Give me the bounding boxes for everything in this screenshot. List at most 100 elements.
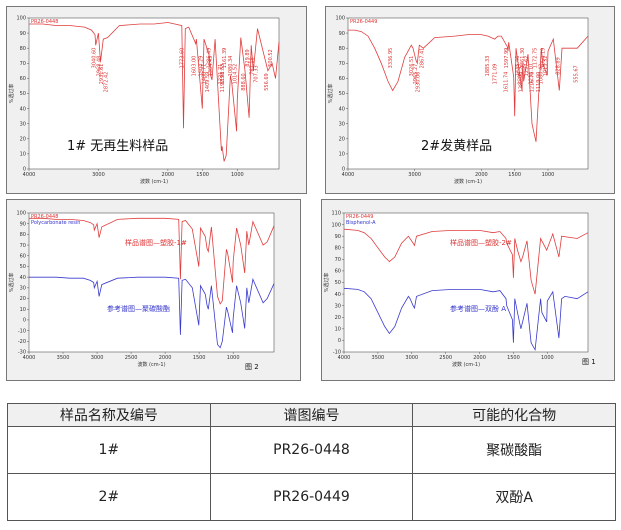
file-id: PR26-0448 — [31, 19, 58, 25]
y-tick-label: 80 — [20, 46, 26, 52]
y-tick-label: 60 — [20, 253, 26, 259]
y-tick-label: 80 — [20, 232, 26, 238]
x-tick-label: 1000 — [227, 355, 240, 361]
spectrum-series-line-1 — [29, 217, 275, 305]
x-tick-label: 2000 — [475, 172, 488, 178]
peak-label: 1161.39 — [222, 48, 228, 69]
peak-label: 2872.42 — [103, 72, 109, 93]
y-tick-label: 90 — [20, 31, 26, 37]
series-name-label: 样品谱图—塑胶-1# — [125, 238, 187, 247]
y-axis-label: %透过率 — [8, 84, 15, 104]
y-tick-label: 10 — [335, 327, 341, 333]
x-tick-label: 3000 — [91, 355, 104, 361]
file-id: PR26-0449 — [350, 19, 377, 25]
file-id: PR26-0448 — [31, 214, 58, 220]
y-tick-label: 50 — [339, 91, 345, 97]
x-axis-label: 波数 (cm-1) — [137, 361, 165, 368]
peak-label: 1597.99 — [504, 48, 510, 69]
x-axis-label: 波数 (cm-1) — [454, 178, 482, 185]
y-tick-label: 70 — [20, 61, 26, 67]
spectrum-series-line-1 — [29, 22, 280, 162]
reference-id: Bisphenol-A — [346, 220, 376, 226]
peak-label: 1235.10 — [528, 64, 534, 85]
y-tick-label: 50 — [20, 91, 26, 97]
plot-area — [28, 212, 275, 353]
x-tick-label: 4000 — [342, 172, 355, 178]
peak-label: 767.18 — [250, 57, 256, 75]
x-tick-label: 4000 — [23, 355, 36, 361]
peak-label: 1361.30 — [520, 48, 526, 69]
x-tick-label: 2000 — [159, 355, 172, 361]
peak-label: 1364.45 — [208, 56, 214, 77]
cell-spectrum-id: PR26-0449 — [209, 473, 414, 521]
y-tick-label: 30 — [20, 121, 26, 127]
peak-label: 2965.27 — [413, 64, 419, 85]
figure-label: 图 1 — [582, 358, 596, 366]
peak-label: 1297.62 — [524, 56, 530, 77]
x-tick-label: 1500 — [196, 172, 209, 178]
y-tick-label: 20 — [20, 296, 26, 302]
x-tick-label: 2000 — [473, 355, 486, 361]
peak-label: 829.89 — [245, 49, 251, 67]
x-tick-label: 3500 — [372, 355, 385, 361]
y-tick-label: 10 — [339, 152, 345, 158]
y-tick-label: 90 — [20, 221, 26, 227]
y-tick-label: 20 — [339, 137, 345, 143]
cell-compound: 聚碳酸酯 — [412, 426, 616, 474]
x-tick-label: 2500 — [439, 355, 452, 361]
y-tick-label: -20 — [18, 339, 26, 345]
peak-label: 888.60 — [241, 73, 247, 91]
spectrum-panel-1: PR26-0448 100 90 80 70 60 50 40 30 20 10 0 4000 3000 2… — [6, 6, 307, 194]
peak-label: 1435.46 — [515, 56, 521, 77]
spectrum-panel-4: PR26-0449 Bisphenol-A 110 100 90 80 70 60 50 40 30… — [321, 199, 615, 381]
y-tick-label: 0 — [23, 318, 26, 324]
y-tick-label: -10 — [18, 328, 26, 334]
series-name-label: 参考谱图—双酚 A — [450, 304, 506, 313]
spectrum-series-line-1 — [348, 29, 589, 142]
y-tick-label: 40 — [20, 275, 26, 281]
peak-label: 1382.00 — [519, 72, 525, 93]
y-tick-label: 0 — [23, 167, 26, 173]
spectrum-panel-2: PR26-0449 100 90 80 70 60 50 40 30 20 10 0 4000 3000 2… — [325, 6, 615, 194]
y-tick-label: 10 — [20, 307, 26, 313]
series-name-label: 样品谱图—塑胶-2# — [450, 238, 512, 247]
x-tick-label: 1000 — [542, 172, 555, 178]
plot-area — [347, 17, 589, 170]
peak-label: 1398.92 — [517, 64, 523, 85]
peak-label: 1611.74 — [503, 72, 509, 93]
peak-label: 1386.49 — [207, 48, 213, 69]
x-tick-label: 2000 — [162, 172, 175, 178]
peak-label: 1504.29 — [198, 56, 204, 77]
x-tick-label: 3500 — [57, 355, 70, 361]
x-axis-label: 波数 (cm-1) — [140, 178, 168, 185]
y-tick-label: 40 — [339, 106, 345, 112]
peak-label: 2930.06 — [415, 72, 421, 93]
peak-label: 1603.00 — [191, 56, 197, 77]
peak-label: 1013.32 — [543, 56, 549, 77]
spectrum-series-line-2 — [343, 287, 589, 351]
peak-label: 500.52 — [268, 49, 274, 67]
x-tick-label: 3000 — [92, 172, 105, 178]
y-tick-label: 100 — [16, 211, 26, 217]
y-tick-label: 0 — [342, 167, 345, 173]
x-tick-label: 4000 — [23, 172, 36, 178]
peak-label: 1460.71 — [201, 64, 207, 85]
figure-label: 图 2 — [245, 363, 259, 371]
y-tick-label: 110 — [331, 211, 341, 217]
y-tick-label: 80 — [339, 46, 345, 52]
spectrum-panel-3: PR26-0448 Polycarbonate resin 100 90 80 70 60 5… — [6, 199, 301, 381]
peak-label: 707.33 — [254, 65, 260, 83]
spectrum-series-line-2 — [29, 276, 275, 349]
y-tick-label: 10 — [20, 152, 26, 158]
x-tick-label: 1500 — [507, 355, 520, 361]
x-tick-label: 1500 — [193, 355, 206, 361]
y-tick-label: 50 — [20, 264, 26, 270]
y-tick-label: -10 — [333, 350, 341, 356]
peak-label: 1014.52 — [232, 64, 238, 85]
y-tick-label: 30 — [339, 121, 345, 127]
y-tick-label: 60 — [339, 76, 345, 82]
peak-label: 3336.95 — [388, 48, 394, 69]
y-tick-label: 90 — [335, 234, 341, 240]
